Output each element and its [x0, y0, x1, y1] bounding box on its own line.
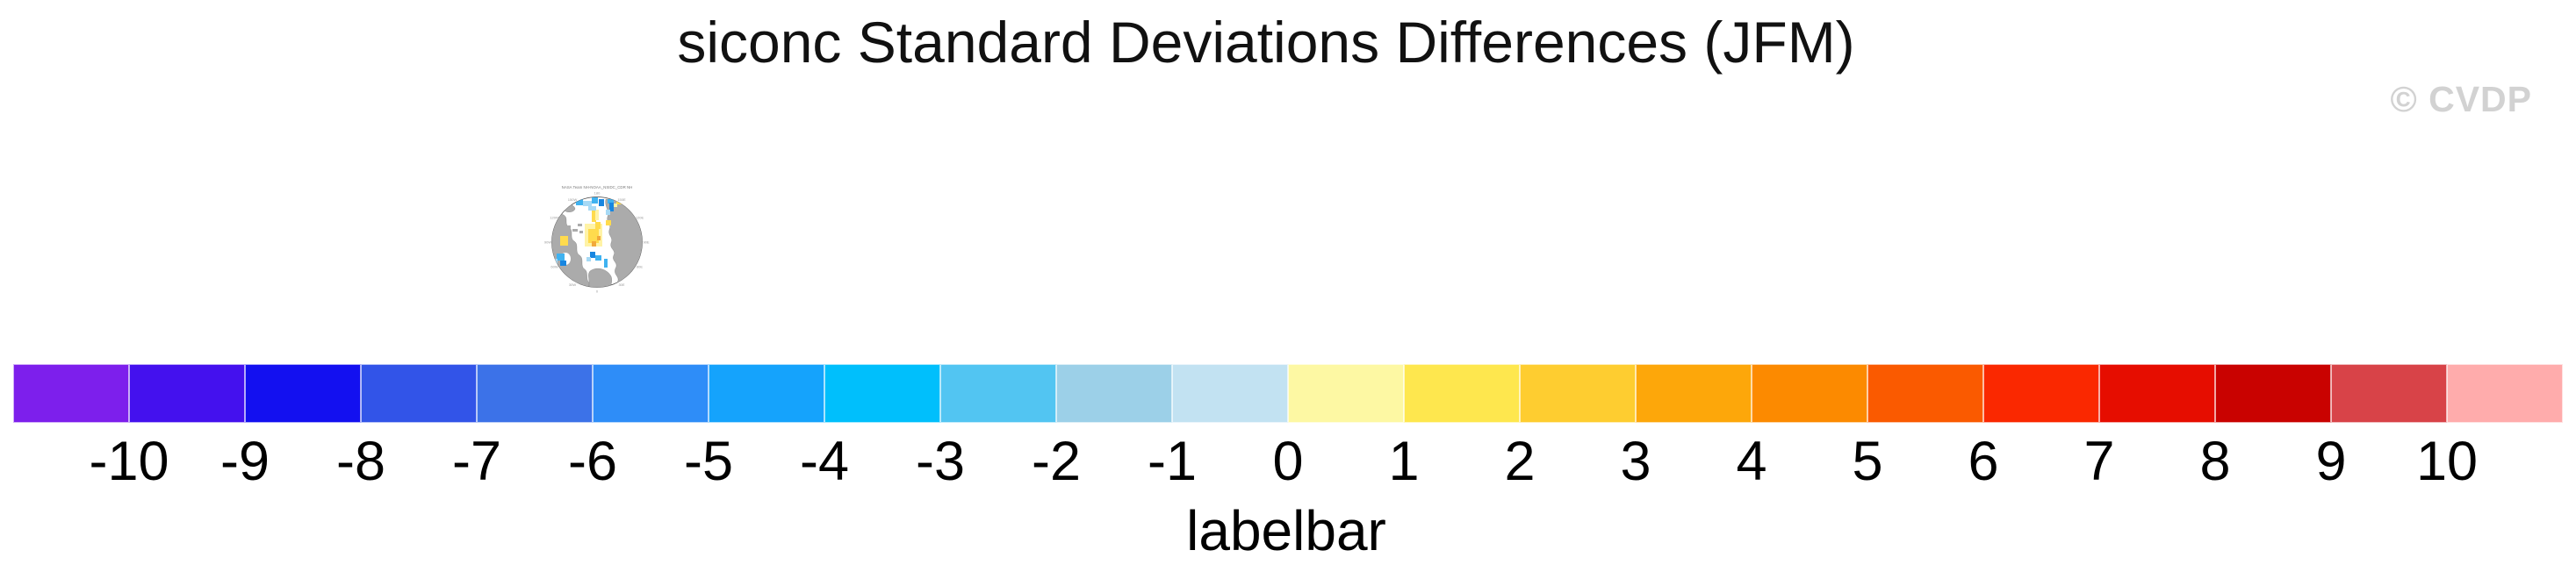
colorbar-segment [1752, 364, 1867, 423]
page-title: siconc Standard Deviations Differences (… [677, 10, 1855, 75]
anomaly-patch-blue [586, 257, 591, 261]
colorbar-caption: labelbar [1186, 499, 1386, 562]
colorbar-segment [1288, 364, 1404, 423]
anomaly-patch-yellow [613, 204, 617, 207]
cvdp-watermark: © CVDP [2390, 79, 2532, 119]
colorbar-tick-label: 6 [1968, 431, 1999, 492]
anomaly-patch-yellow [595, 210, 599, 220]
anomaly-patch-blue [599, 199, 604, 206]
colorbar-segment [1404, 364, 1520, 423]
colorbar-segment [2215, 364, 2331, 423]
arctic-island [579, 231, 583, 233]
anomaly-patch-blue [590, 252, 595, 258]
colorbar-tick-label: -8 [335, 431, 386, 492]
map-meridian-label: 180 [594, 190, 601, 195]
colorbar-tick-label: 5 [1852, 431, 1883, 492]
map-meridian-label: 90W [544, 239, 551, 244]
map-meridian-label: 120W [550, 215, 559, 219]
arctic-island [572, 229, 578, 232]
colorbar [13, 364, 2563, 423]
colorbar-tick-label: 2 [1504, 431, 1536, 492]
colorbar-tick-label: -3 [915, 431, 966, 492]
colorbar-tick-label: -1 [1147, 431, 1198, 492]
colorbar-segment [1983, 364, 2099, 423]
colorbar-segment [1056, 364, 1172, 423]
arctic-island [615, 215, 619, 218]
anomaly-patch-blue [609, 203, 614, 211]
anomaly-patch-blue [560, 261, 566, 266]
map-meridian-label: 60E [637, 264, 643, 268]
anomaly-patch-yellow [588, 229, 599, 243]
colorbar-segment [13, 364, 129, 423]
colorbar-tick-label: -6 [567, 431, 618, 492]
colorbar-tick-label: -5 [683, 431, 734, 492]
arctic-island [567, 225, 571, 228]
anomaly-patch-blue [557, 254, 565, 261]
colorbar-tick-label: 7 [2083, 431, 2115, 492]
colorbar-tick-label: 4 [1736, 431, 1767, 492]
anomaly-patch-blue [588, 206, 596, 211]
map-meridian-label: 60W [550, 264, 558, 268]
colorbar-segment [2331, 364, 2447, 423]
colorbar-segment [129, 364, 245, 423]
anomaly-patch-orange [597, 236, 601, 240]
colorbar-tick-label: -7 [451, 431, 502, 492]
anomaly-patch-blue [604, 259, 608, 268]
colorbar-tick-label: 3 [1620, 431, 1651, 492]
colorbar-tick-label: 0 [1272, 431, 1304, 492]
arctic-island [578, 224, 582, 226]
colorbar-tick-label: -10 [89, 431, 169, 492]
map-meridian-label: 30W [569, 282, 576, 287]
colorbar-segment [245, 364, 361, 423]
anomaly-patch-yellow [592, 208, 596, 222]
map-meridian-label: 150E [617, 197, 626, 202]
colorbar-segment [1172, 364, 1288, 423]
anomaly-patch-yellow [560, 236, 568, 246]
colorbar-segment [1867, 364, 1983, 423]
colorbar-tick-label: 1 [1388, 431, 1420, 492]
map-meridian-label: 30E [618, 282, 624, 287]
colorbar-segment [477, 364, 593, 423]
anomaly-patch-blue [608, 199, 614, 204]
anomaly-patch-blue [606, 210, 610, 215]
colorbar-segment [361, 364, 477, 423]
colorbar-segment [709, 364, 824, 423]
colorbar-tick-label: -2 [1031, 431, 1082, 492]
map-meridian-label: 150W [568, 197, 578, 202]
anomaly-patch-blue [592, 197, 598, 204]
colorbar-segment [1520, 364, 1636, 423]
map-meridian-label: 90E [643, 239, 649, 244]
map-title: NASA Team NH-NOAA_NSIDC_CDR NH [562, 185, 633, 189]
map-meridian-label: 120E [636, 215, 644, 219]
anomaly-patch-blue [595, 255, 601, 261]
colorbar-tick-label: 8 [2199, 431, 2231, 492]
colorbar-segment [2447, 364, 2563, 423]
colorbar-segment [824, 364, 940, 423]
colorbar-segment [1636, 364, 1752, 423]
colorbar-tick-label: -9 [219, 431, 270, 492]
anomaly-patch-blue [576, 199, 583, 205]
map-meridian-label: 0 [596, 289, 599, 293]
anomaly-patch-orange [592, 241, 596, 247]
colorbar-tick-label: 9 [2315, 431, 2347, 492]
colorbar-segment [2099, 364, 2215, 423]
colorbar-tick-label: 10 [2415, 431, 2479, 492]
polar-map-thumbnail: NASA Team NH-NOAA_NSIDC_CDR NH [544, 185, 650, 293]
colorbar-segment [940, 364, 1056, 423]
land-greenland [588, 268, 612, 288]
anomaly-patch-yellow [595, 222, 601, 229]
colorbar-tick-label: -4 [799, 431, 850, 492]
anomaly-patch-yellow [606, 220, 611, 225]
colorbar-segment [593, 364, 709, 423]
anomaly-patch-blue [583, 201, 592, 206]
